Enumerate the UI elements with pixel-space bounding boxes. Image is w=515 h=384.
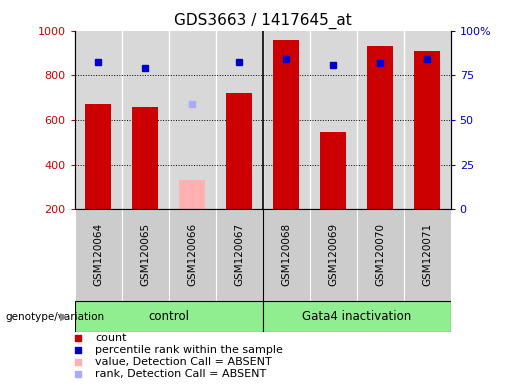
Bar: [85, 104, 111, 209]
Bar: [226, 93, 252, 209]
Text: GSM120064: GSM120064: [93, 223, 103, 286]
Bar: [168, 209, 216, 301]
Bar: [263, 301, 451, 332]
Bar: [75, 209, 122, 301]
Text: GSM120071: GSM120071: [422, 223, 432, 286]
Bar: [132, 107, 158, 209]
Bar: [75, 301, 263, 332]
Text: value, Detection Call = ABSENT: value, Detection Call = ABSENT: [95, 357, 272, 367]
Bar: [414, 51, 440, 209]
Bar: [263, 209, 310, 301]
Bar: [216, 209, 263, 301]
Bar: [310, 209, 356, 301]
Text: ▶: ▶: [60, 312, 68, 322]
Text: Gata4 inactivation: Gata4 inactivation: [302, 310, 411, 323]
Text: control: control: [148, 310, 189, 323]
Text: GSM120069: GSM120069: [328, 223, 338, 286]
Text: rank, Detection Call = ABSENT: rank, Detection Call = ABSENT: [95, 369, 267, 379]
Title: GDS3663 / 1417645_at: GDS3663 / 1417645_at: [174, 13, 352, 29]
Text: GSM120066: GSM120066: [187, 223, 197, 286]
Text: GSM120068: GSM120068: [281, 223, 291, 286]
Text: percentile rank within the sample: percentile rank within the sample: [95, 345, 283, 355]
Text: GSM120067: GSM120067: [234, 223, 244, 286]
Bar: [273, 40, 299, 209]
Text: count: count: [95, 333, 127, 343]
Text: genotype/variation: genotype/variation: [5, 312, 104, 322]
Bar: [356, 209, 404, 301]
Bar: [320, 132, 346, 209]
Bar: [404, 209, 451, 301]
Text: GSM120070: GSM120070: [375, 223, 385, 286]
Bar: [179, 180, 205, 209]
Text: GSM120065: GSM120065: [140, 223, 150, 286]
Bar: [367, 46, 393, 209]
Bar: [122, 209, 168, 301]
